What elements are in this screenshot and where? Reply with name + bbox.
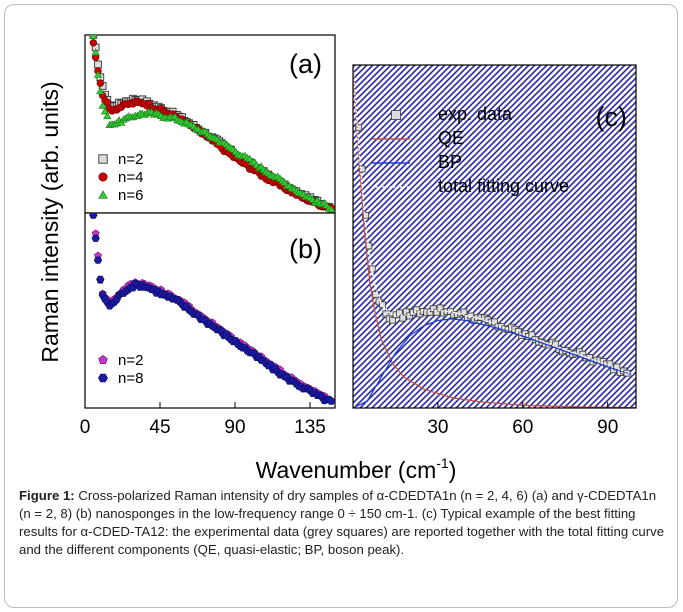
x-axis-label: Wavenumber (cm-1) bbox=[256, 455, 457, 483]
panel-a-series-n-4-point bbox=[96, 79, 105, 87]
panel-c-marks bbox=[353, 65, 636, 408]
panel-b-legend-item-n-2-marker bbox=[98, 355, 108, 365]
panel-c-series-exp-data-point bbox=[399, 314, 407, 322]
panel-c-label: (c) bbox=[596, 102, 627, 132]
panel-c-legend-item-exp-data-label: exp. data bbox=[438, 104, 513, 124]
panel-b-label: (b) bbox=[289, 234, 322, 264]
y-axis-label: Raman intensity (arb. units) bbox=[37, 81, 63, 362]
x-axis-label-sup: -1 bbox=[436, 455, 449, 471]
panel-a-marks bbox=[89, 35, 335, 213]
panel-a-series-n-6-point bbox=[91, 48, 100, 56]
panel-c-legend-item-qe-label: QE bbox=[438, 128, 464, 148]
panel-c-series-total-fitting-curve-line bbox=[353, 65, 636, 377]
panel-a-series-n-6-point bbox=[98, 101, 107, 109]
panel-b-legend-item-n-8-label: n=8 bbox=[118, 370, 143, 387]
panel-b-series-n-8-point bbox=[89, 213, 98, 219]
panel-a-series-n-6-point bbox=[100, 107, 110, 115]
panel-b-legend-item-n-2-label: n=2 bbox=[118, 352, 143, 369]
panel-a-label: (a) bbox=[289, 49, 322, 79]
panel-b-series-n-8-point bbox=[93, 256, 103, 264]
panel-a-legend: n=2n=4n=6 bbox=[98, 151, 143, 204]
panel-a-legend-item-n-2-label: n=2 bbox=[118, 151, 143, 168]
panel-c-series-exp-data-point bbox=[362, 211, 369, 219]
x-tick-label-30: 30 bbox=[427, 417, 448, 438]
panel-b-legend-item-n-8-marker bbox=[98, 373, 108, 383]
x-tick-label-0: 0 bbox=[80, 417, 91, 438]
panel-b-legend: n=2n=8 bbox=[98, 352, 143, 387]
panel-a-legend-item-n-4-label: n=4 bbox=[118, 169, 143, 186]
panel-c-series-exp-data-point bbox=[358, 165, 366, 173]
x-tick-label-90: 90 bbox=[224, 417, 245, 438]
figure-frame bbox=[4, 4, 678, 608]
panel-c-legend: exp. data QE BP total fitting curve bbox=[372, 104, 569, 196]
panel-c-x-axis: 30 60 90 bbox=[427, 402, 618, 438]
panel-a-series-n-6-point bbox=[327, 205, 335, 213]
caption-label: Figure 1: bbox=[19, 488, 75, 503]
figure-caption: Figure 1: Cross-polarized Raman intensit… bbox=[19, 487, 665, 559]
panel-c-series-exp-data-point bbox=[355, 124, 363, 132]
panel-c-legend-item-exp-data-marker bbox=[391, 110, 401, 120]
panel-a-series-n-6-point bbox=[93, 70, 103, 78]
x-tick-label-60: 60 bbox=[512, 417, 533, 438]
panel-c-frame bbox=[352, 64, 637, 409]
x-tick-label-45: 45 bbox=[149, 417, 170, 438]
caption-text: Cross-polarized Raman intensity of dry s… bbox=[19, 488, 665, 557]
panel-a-frame bbox=[84, 34, 336, 214]
panel-a-legend-item-n-6-marker bbox=[98, 190, 108, 199]
panel-a-legend-item-n-6-label: n=6 bbox=[118, 187, 143, 204]
panel-a-legend-item-n-4-marker bbox=[98, 172, 108, 182]
x-axis-label-main: Wavenumber (cm bbox=[256, 457, 437, 483]
panel-b-series-n-8-point bbox=[96, 275, 105, 284]
panel-b-marks bbox=[89, 213, 335, 405]
panel-c: (c) exp. data QE BP total fitting curve 30 6… bbox=[352, 64, 637, 438]
panel-b-series-n-8-point bbox=[327, 397, 335, 405]
x-axis-label-end: ) bbox=[449, 457, 457, 483]
panel-c-series-exp-data-point bbox=[372, 290, 380, 298]
panel-a-legend-item-n-2-marker bbox=[98, 154, 108, 164]
x-tick-label-90: 90 bbox=[597, 417, 618, 438]
panel-a-series-n-4-point bbox=[103, 98, 112, 107]
panel-a-series-n-6-point bbox=[89, 35, 98, 40]
panel-b-series-n-8-point bbox=[91, 234, 100, 242]
panel-a: (a) n=2n=4n=6 bbox=[84, 34, 336, 214]
panel-c-legend-item-total-fitting-curve-label: total fitting curve bbox=[438, 176, 569, 196]
panel-a-series-n-6-point bbox=[96, 87, 105, 95]
panel-c-legend-item-bp-label: BP bbox=[438, 152, 462, 172]
x-tick-label-135: 135 bbox=[294, 417, 326, 438]
panel-b-x-axis: 0 45 90 135 bbox=[80, 402, 326, 438]
panel-a-series-n-2-point bbox=[94, 60, 102, 69]
panel-c-background bbox=[353, 65, 636, 408]
panel-b: (b) n=2n=8 0 45 90 135 bbox=[80, 212, 336, 438]
panel-c-series-exp-data-point bbox=[378, 301, 386, 309]
panel-c-series-bp-line bbox=[353, 318, 636, 408]
panel-a-series-n-6-point bbox=[103, 111, 112, 120]
panel-c-series-qe-line bbox=[353, 65, 636, 408]
panel-a-series-n-4-point bbox=[89, 39, 98, 47]
